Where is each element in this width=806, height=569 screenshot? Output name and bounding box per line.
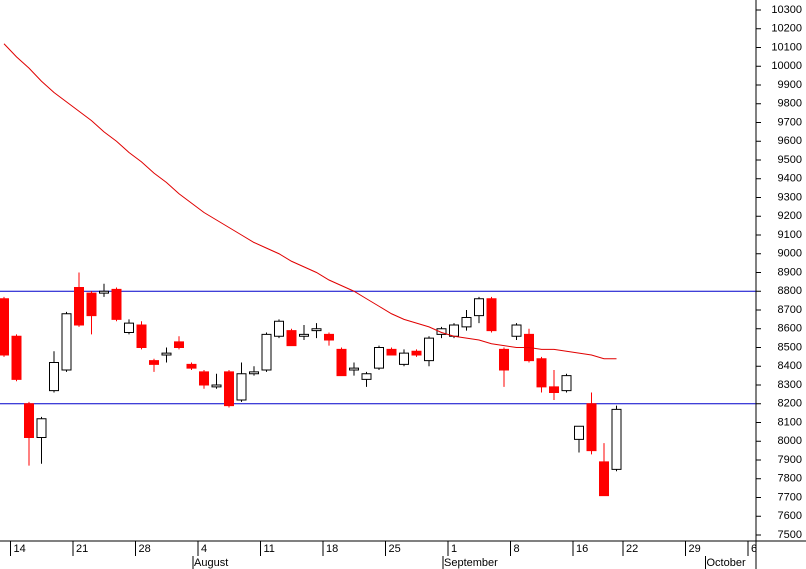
candle-body: [11, 335, 22, 380]
y-tick-label: 8400: [778, 360, 802, 372]
y-tick-label: 9300: [778, 191, 802, 203]
candle-body: [199, 371, 209, 386]
candle-body: [574, 425, 584, 440]
y-tick-label: 9100: [778, 229, 802, 241]
x-tick-label: 18: [326, 543, 338, 555]
y-tick-label: 10300: [771, 4, 802, 16]
y-tick-label: 9600: [778, 135, 802, 147]
x-tick-label: 1: [451, 543, 457, 555]
candle-body: [174, 341, 184, 348]
x-tick-label: 11: [264, 543, 275, 555]
x-tick-label: 25: [389, 543, 401, 555]
x-tick-label: 28: [139, 543, 151, 555]
y-tick-label: 10100: [771, 41, 802, 53]
candle-body: [111, 288, 122, 320]
candle-body: [599, 461, 609, 497]
y-tick-label: 9500: [778, 154, 802, 166]
candle-body: [499, 348, 509, 371]
candle-body: [424, 337, 434, 362]
candle-body: [511, 324, 522, 337]
x-tick-label: 8: [514, 543, 520, 555]
x-tick-label: 4: [201, 543, 207, 555]
candle-body: [99, 290, 109, 294]
candle-body: [186, 363, 197, 369]
y-tick-label: 10200: [771, 23, 802, 35]
candle-body: [436, 328, 447, 335]
x-tick-label: 29: [689, 543, 701, 555]
candle-body: [261, 333, 272, 371]
month-label: September: [444, 557, 498, 569]
moving-average: [3, 43, 617, 360]
candle-body: [386, 348, 397, 356]
candle-body: [536, 358, 547, 388]
y-tick-label: 7600: [778, 510, 802, 522]
candle-body: [349, 367, 359, 371]
candle-body: [336, 348, 347, 377]
y-tick-label: 9400: [778, 173, 802, 185]
y-tick-label: 9000: [778, 248, 802, 260]
candle-body: [211, 384, 222, 388]
month-label: October: [707, 557, 746, 569]
y-tick-label: 8000: [778, 435, 802, 447]
candle-body: [36, 418, 47, 438]
candle-body: [24, 403, 34, 438]
y-tick-label: 10000: [771, 60, 802, 72]
y-tick-label: 8300: [778, 379, 802, 391]
candle-body: [61, 313, 72, 371]
candle-body: [299, 333, 309, 337]
y-tick-label: 7900: [778, 454, 802, 466]
candle-body: [361, 373, 372, 380]
candle-body: [411, 350, 422, 356]
candle-body: [399, 352, 409, 365]
candle-body: [586, 403, 597, 452]
y-tick-label: 9800: [778, 98, 802, 110]
x-tick-label: 16: [576, 543, 588, 555]
candle-body: [49, 362, 59, 392]
candle-body: [0, 298, 9, 356]
candle-body: [474, 298, 484, 317]
y-tick-label: 8200: [778, 398, 802, 410]
candle-body: [224, 371, 234, 407]
candle-body: [249, 371, 259, 375]
candle-body: [549, 386, 559, 393]
y-tick-label: 7700: [778, 491, 802, 503]
x-tick-label: 14: [14, 543, 26, 555]
candle-body: [86, 292, 97, 317]
y-tick-label: 9700: [778, 116, 802, 128]
candle-body: [486, 298, 497, 332]
x-tick-label: 22: [626, 543, 638, 555]
candle-body: [236, 373, 247, 401]
candle-body: [136, 324, 147, 348]
candle-body: [274, 320, 284, 337]
candle-body: [324, 333, 334, 341]
plot-area: [0, 43, 756, 497]
candle-body: [74, 287, 84, 326]
month-label: August: [194, 557, 228, 569]
y-tick-label: 8800: [778, 285, 802, 297]
y-tick-label: 8600: [778, 323, 802, 335]
candle-body: [311, 328, 322, 332]
y-tick-label: 9200: [778, 210, 802, 222]
x-tick-label: 21: [76, 543, 88, 555]
candle-body: [611, 408, 622, 470]
candle-body: [149, 360, 159, 365]
candle-body: [449, 324, 459, 337]
x-tick-label: 6: [751, 543, 757, 555]
y-tick-label: 8700: [778, 304, 802, 316]
y-tick-label: 8100: [778, 416, 802, 428]
y-tick-label: 7800: [778, 473, 802, 485]
candle-body: [124, 322, 134, 333]
candle-body: [374, 347, 384, 369]
y-tick-label: 9900: [778, 79, 802, 91]
candle-body: [161, 352, 172, 356]
candle-body: [286, 330, 297, 347]
y-tick-label: 7500: [778, 529, 802, 541]
y-tick-label: 8500: [778, 341, 802, 353]
candle-body: [561, 375, 572, 392]
candle-body: [461, 317, 472, 328]
y-tick-label: 8900: [778, 266, 802, 278]
